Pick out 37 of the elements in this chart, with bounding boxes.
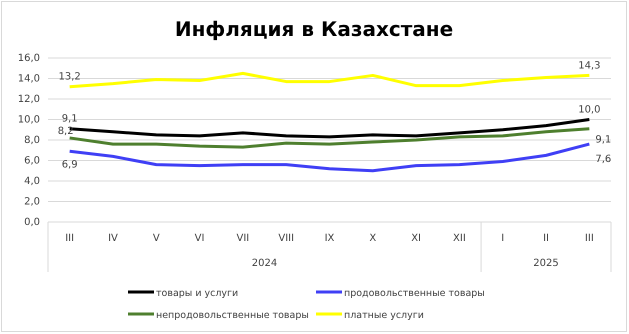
- data-label: 7,6: [595, 154, 612, 166]
- y-tick-label: 4,0: [24, 176, 40, 188]
- x-tick-label: V: [152, 233, 160, 244]
- x-tick-label: III: [65, 233, 74, 244]
- x-tick-label: II: [543, 233, 549, 244]
- x-tick-label: X: [369, 233, 376, 244]
- x-tick-label: I: [501, 233, 504, 244]
- data-label: 6,9: [62, 159, 78, 170]
- data-label: 14,3: [578, 60, 600, 72]
- x-tick-label: IX: [324, 233, 335, 244]
- legend-label: непродовольственные товары: [156, 310, 309, 321]
- y-tick-label: 8,0: [24, 135, 40, 146]
- y-tick-label: 6,0: [24, 156, 40, 167]
- y-tick-label: 10,0: [18, 114, 40, 126]
- y-tick-label: 0,0: [24, 217, 40, 228]
- x-tick-label: IV: [108, 233, 118, 244]
- legend-label: товары и услуги: [156, 288, 238, 299]
- legend-label: продовольственные товары: [344, 288, 485, 299]
- y-tick-label: 12,0: [18, 94, 40, 106]
- x-tick-label: VIII: [278, 233, 294, 244]
- chart-title: Инфляция в Казахстане: [174, 17, 454, 41]
- data-label: 9,1: [62, 114, 78, 125]
- data-label: 13,2: [58, 72, 81, 83]
- x-tick-label: VII: [236, 233, 250, 244]
- text: 2024: [252, 258, 278, 269]
- data-label: 10,0: [578, 104, 600, 116]
- data-label: 8,2: [58, 126, 74, 137]
- text: 2025: [533, 258, 559, 269]
- data-label: 9,1: [595, 134, 612, 146]
- x-tick-label: XII: [453, 233, 466, 244]
- y-tick-label: 14,0: [18, 74, 40, 85]
- x-tick-label: XI: [411, 233, 422, 244]
- y-tick-label: 16,0: [18, 53, 40, 64]
- x-tick-label: III: [584, 233, 594, 244]
- legend-label: платные услуги: [344, 310, 424, 321]
- x-tick-label: VI: [194, 233, 204, 244]
- y-tick-label: 2,0: [24, 196, 40, 208]
